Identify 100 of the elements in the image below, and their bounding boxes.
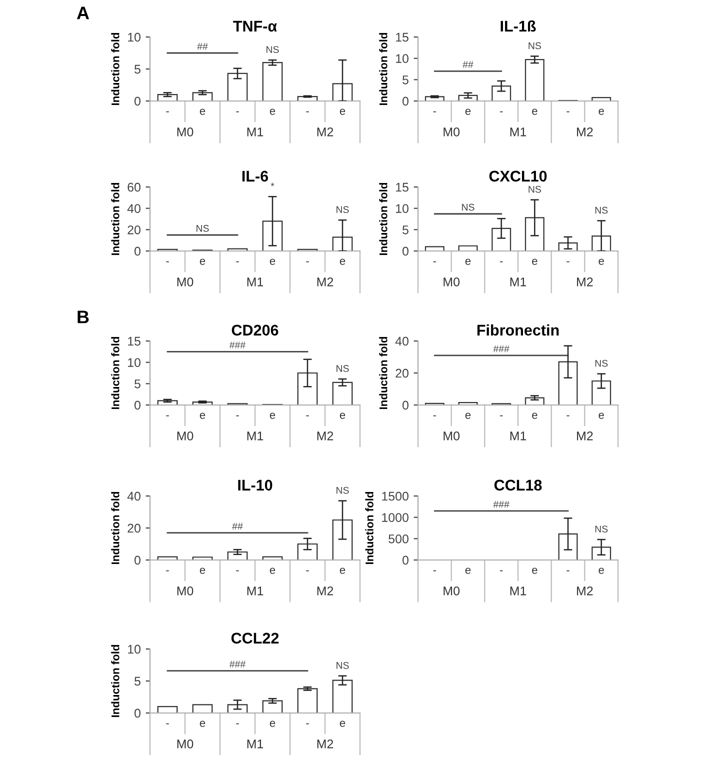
chart-title: IL-10 [238, 480, 272, 491]
y-tick-label: 40 [127, 204, 140, 213]
text: - [306, 111, 309, 112]
text: - [566, 261, 570, 262]
x-tick-label: M0 [177, 586, 194, 596]
y-tick-label: 10 [396, 54, 408, 63]
y-axis-title: Induction fold [111, 183, 120, 255]
y-tick-label: 5 [402, 226, 408, 234]
x-tick-label: M1 [247, 432, 264, 440]
x-tick-label: M0 [177, 278, 194, 286]
text: - [306, 261, 309, 262]
text: - [500, 570, 503, 572]
ref-line-label: ## [197, 43, 208, 50]
x-tick-label: M1 [510, 128, 526, 136]
y-tick-label: 5 [402, 76, 408, 84]
chart-title: CD206 [232, 324, 278, 336]
text: e [340, 568, 346, 574]
text: e [598, 412, 604, 419]
text: - [236, 111, 239, 112]
y-tick-label: 10 [128, 358, 140, 367]
text: e [532, 258, 538, 265]
x-tick-label: M1 [247, 128, 264, 136]
text: - [433, 570, 436, 572]
series-label: e [598, 568, 604, 574]
series-label: - [166, 261, 169, 262]
annotation: NS [528, 186, 541, 193]
x-tick-label: M0 [444, 128, 460, 136]
text: e [598, 258, 604, 265]
chart-title: Fibronectin [477, 324, 559, 336]
ref-line-label: ### [229, 660, 246, 668]
y-tick-label: 0 [134, 400, 140, 410]
series-label: e [200, 412, 206, 419]
ref-line-label: ### [229, 342, 246, 348]
y-tick-label: 0 [134, 96, 140, 106]
y-tick-label: 5 [134, 676, 140, 686]
text: NS [336, 486, 349, 494]
y-tick-label: 0 [402, 96, 408, 106]
chart-title: IL-1ß [500, 20, 536, 32]
text: - [306, 723, 309, 724]
series-label: e [465, 412, 471, 419]
series-label: - [433, 415, 436, 416]
x-tick-label: M2 [577, 586, 593, 596]
text: - [306, 415, 309, 416]
text: e [270, 108, 276, 115]
y-tick-label: 10 [128, 32, 140, 42]
text: e [465, 568, 471, 574]
text: * [270, 182, 274, 186]
text: e [270, 412, 276, 419]
y-axis-title: Induction fold [379, 33, 388, 105]
y-tick-label: 0 [134, 246, 140, 256]
x-tick-label: M1 [247, 740, 264, 748]
y-axis-title: Induction fold [379, 183, 388, 255]
y-tick-label: 0 [402, 246, 408, 256]
chart-title: TNF-α [233, 20, 277, 32]
y-tick-label: 15 [396, 32, 408, 42]
text: e [270, 720, 276, 727]
x-tick-label: M1 [247, 278, 264, 286]
ref-line-label: NS [462, 204, 474, 211]
text: - [236, 415, 239, 416]
text: e [340, 412, 346, 419]
x-tick-label: M0 [177, 128, 194, 136]
x-tick-label: M2 [317, 740, 334, 748]
x-tick-label: M2 [577, 128, 593, 136]
y-tick-label: 15 [128, 336, 140, 346]
x-tick-label: M1 [510, 278, 526, 286]
text: - [306, 570, 309, 572]
y-tick-label: 1000 [382, 513, 408, 522]
chart-title: CXCL10 [489, 170, 547, 182]
y-tick-label: 5 [134, 380, 140, 388]
annotation: NS [336, 206, 349, 214]
series-label: - [166, 415, 169, 416]
series-label: - [166, 111, 169, 112]
y-tick-label: 0 [134, 556, 140, 565]
series-label: e [200, 720, 206, 727]
y-axis-title: Induction fold [379, 337, 388, 409]
text: - [236, 261, 239, 262]
series-label: - [433, 261, 436, 262]
y-axis-title: Induction fold [111, 645, 120, 717]
y-tick-label: 40 [127, 492, 140, 501]
x-tick-label: M2 [577, 432, 593, 440]
annotation: NS [595, 206, 608, 214]
text: e [270, 568, 276, 574]
text: e [340, 720, 346, 727]
chart-title: CCL22 [231, 632, 279, 644]
text: e [532, 108, 538, 115]
text: NS [595, 360, 608, 367]
text: - [500, 261, 503, 262]
text: e [340, 108, 346, 115]
text: NS [595, 526, 608, 532]
y-tick-label: 10 [128, 644, 140, 654]
x-tick-label: M0 [444, 278, 460, 286]
x-tick-label: M0 [444, 586, 460, 596]
annotation: NS [528, 42, 541, 50]
text: NS [336, 365, 349, 372]
y-axis-title: Induction fold [111, 33, 120, 105]
x-tick-label: M2 [317, 278, 334, 286]
x-tick-label: M2 [577, 278, 593, 286]
y-tick-label: 0 [402, 556, 408, 565]
x-tick-label: M0 [444, 432, 460, 440]
y-tick-label: 60 [128, 182, 140, 192]
